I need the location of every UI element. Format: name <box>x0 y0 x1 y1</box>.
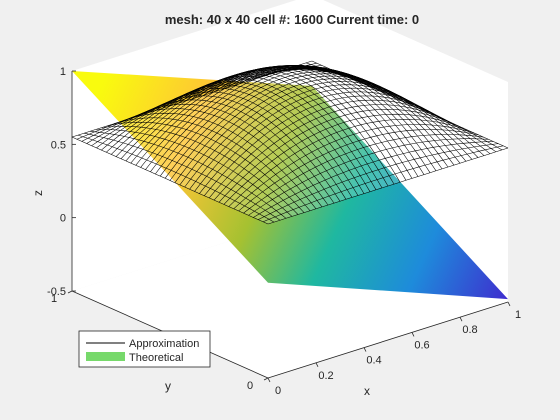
z-tick-label: 1 <box>60 66 66 78</box>
x-tick-label: 0 <box>275 385 281 397</box>
x-tick-mark <box>267 377 271 383</box>
x-axis-label: x <box>364 384 370 398</box>
y-tick-mark <box>67 290 73 294</box>
legend-approximation-label: Approximation <box>129 338 199 350</box>
approximation-mesh <box>71 60 509 225</box>
x-tick-mark <box>315 362 319 367</box>
y-tick-label: 0 <box>247 380 253 392</box>
mesh-line-x <box>71 60 313 138</box>
mesh-line-y <box>233 65 431 173</box>
mesh-line-y <box>299 64 497 153</box>
axis-line <box>267 301 509 379</box>
mesh-line-y <box>215 66 413 179</box>
x-tick-mark <box>411 332 415 337</box>
x-tick-mark <box>507 301 511 307</box>
z-tick-label: 0.5 <box>51 139 66 151</box>
mesh-line-y <box>305 62 503 151</box>
x-tick-label: 0.4 <box>366 355 381 367</box>
mesh-line-y <box>251 65 449 168</box>
y-tick-mark <box>263 377 269 381</box>
z-tick-label: 0 <box>60 213 66 225</box>
x-tick-label: 0.2 <box>318 370 333 382</box>
legend-theoretical-label: Theoretical <box>129 352 183 364</box>
z-tick-label: -0.5 <box>47 286 66 298</box>
x-tick-label: 0.8 <box>462 324 477 336</box>
y-tick-label: 1 <box>51 293 57 305</box>
mesh-line-y <box>293 66 491 154</box>
legend: Approximation Theoretical <box>78 330 211 368</box>
x-tick-mark <box>459 317 463 322</box>
chart-title: mesh: 40 x 40 cell #: 1600 Current time:… <box>165 12 419 27</box>
x-tick-label: 0.6 <box>414 339 429 351</box>
y-axis-label: y <box>165 379 171 393</box>
z-axis-label: z <box>31 190 45 196</box>
x-tick-label: 1 <box>515 309 521 321</box>
x-tick-mark <box>363 347 367 352</box>
legend-theoretical-swatch <box>86 352 125 361</box>
mesh-line-y <box>311 60 509 149</box>
